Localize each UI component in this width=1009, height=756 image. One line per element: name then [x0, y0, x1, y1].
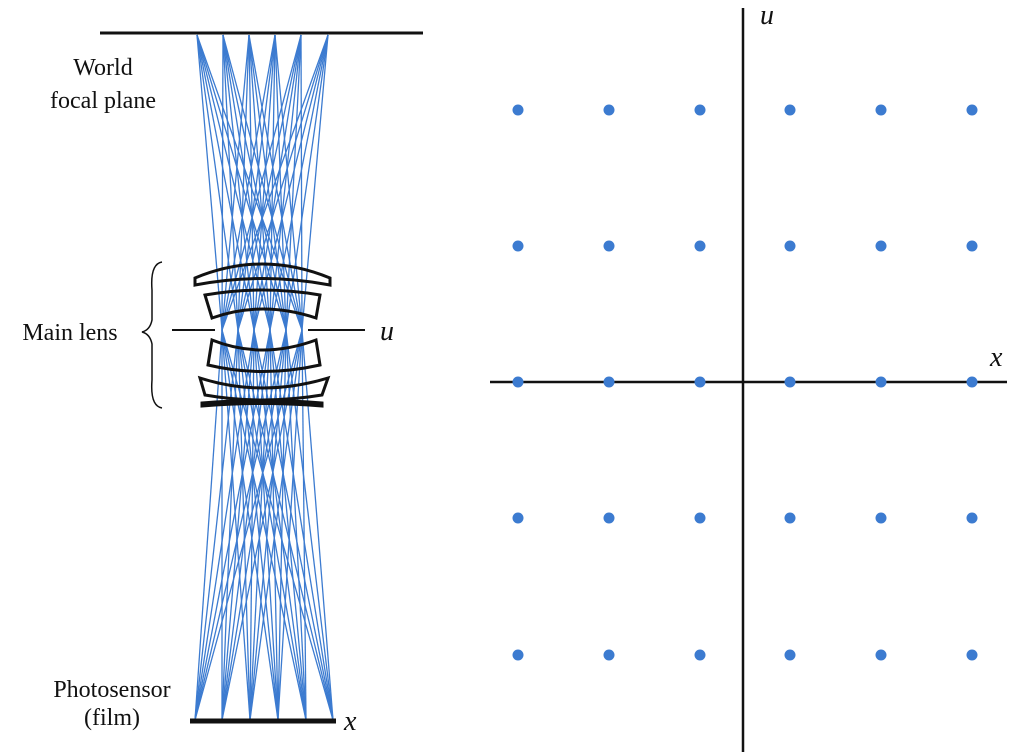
- sample-dot: [513, 377, 524, 388]
- sample-dot: [967, 105, 978, 116]
- sample-dot: [876, 513, 887, 524]
- sample-dot: [604, 650, 615, 661]
- sample-dot: [604, 377, 615, 388]
- sample-dot: [695, 241, 706, 252]
- sample-dot: [967, 377, 978, 388]
- lens-axis-label: u: [380, 316, 394, 347]
- sample-dot: [604, 241, 615, 252]
- ray: [222, 35, 223, 330]
- sample-dot: [785, 105, 796, 116]
- light-rays: [195, 35, 333, 720]
- sample-dot: [604, 105, 615, 116]
- ray: [302, 330, 333, 720]
- lens-brace: [142, 262, 162, 408]
- sample-dot: [695, 105, 706, 116]
- sample-dot: [513, 241, 524, 252]
- sample-dot: [967, 241, 978, 252]
- sample-dot: [876, 241, 887, 252]
- x-axis-label: x: [989, 342, 1003, 373]
- sample-dot: [695, 513, 706, 524]
- sample-dot: [785, 650, 796, 661]
- sensor-axis-label: x: [343, 706, 357, 737]
- ray: [286, 35, 328, 330]
- diagram: World focal plane Main lens u Photosenso…: [0, 0, 1009, 756]
- sample-dot: [876, 377, 887, 388]
- world-label: focal plane: [50, 88, 156, 114]
- sensor-label: Photosensor: [53, 677, 170, 703]
- sample-dot: [876, 105, 887, 116]
- sample-dot: [785, 513, 796, 524]
- sample-dot: [513, 513, 524, 524]
- sample-dot: [785, 241, 796, 252]
- sample-dot: [785, 377, 796, 388]
- sensor-label: (film): [84, 705, 140, 731]
- sample-dot: [695, 377, 706, 388]
- sample-dot: [604, 513, 615, 524]
- world-label: World: [73, 55, 132, 81]
- sample-dot: [876, 650, 887, 661]
- sample-dot: [695, 650, 706, 661]
- sample-dot: [513, 105, 524, 116]
- sample-dot: [513, 650, 524, 661]
- ray: [301, 35, 302, 330]
- lens-label: Main lens: [22, 320, 117, 346]
- sample-dot: [967, 650, 978, 661]
- sample-dot: [967, 513, 978, 524]
- ray: [197, 35, 222, 330]
- u-axis-label: u: [760, 0, 774, 31]
